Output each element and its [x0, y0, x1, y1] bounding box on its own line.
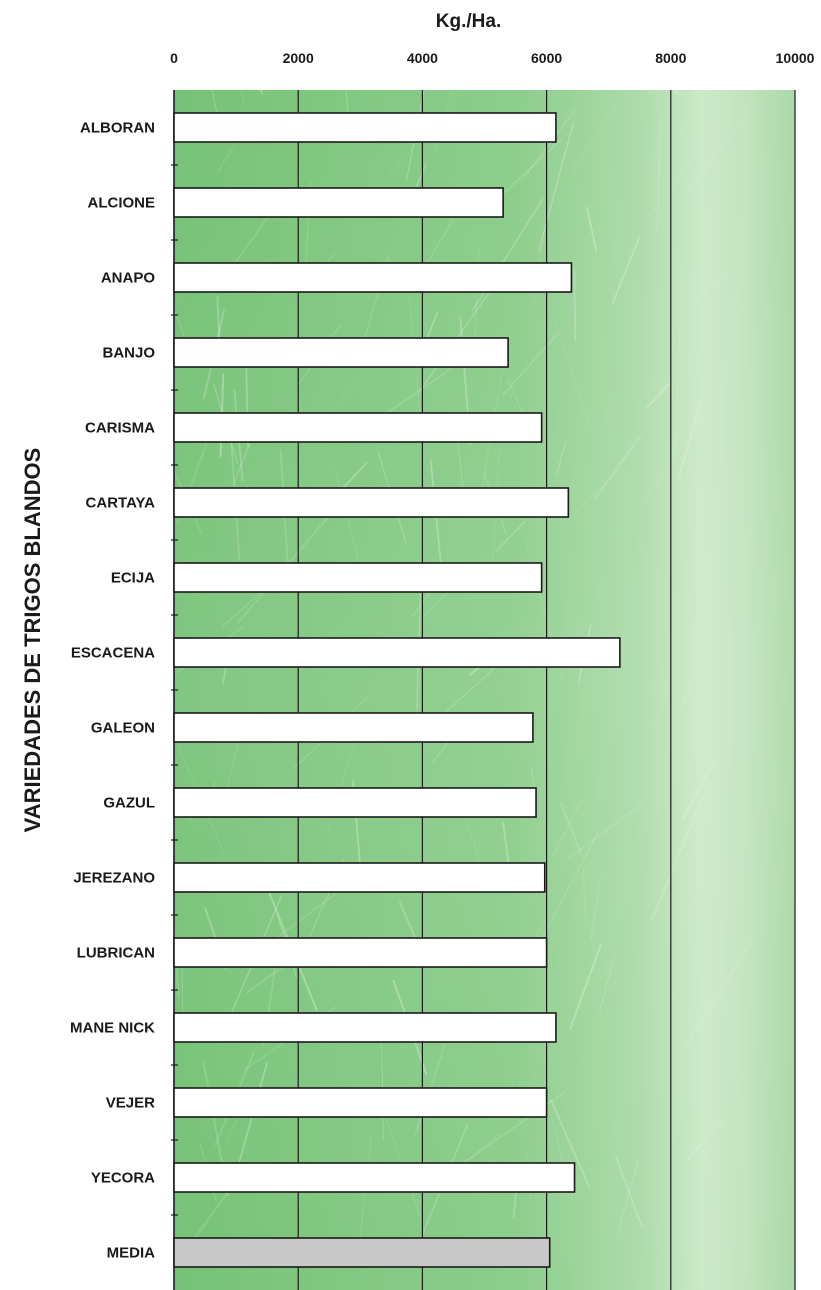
- texture-stroke: [156, 249, 184, 310]
- texture-stroke: [456, 437, 464, 488]
- texture-stroke: [585, 206, 598, 252]
- bar-lubrican: [173, 937, 548, 968]
- category-label: MEDIA: [107, 1245, 156, 1262]
- texture-stroke: [405, 35, 436, 182]
- texture-stroke: [686, 106, 756, 190]
- bar-escacena: [173, 637, 621, 668]
- texture-stroke: [569, 943, 602, 1030]
- bar-banjo: [173, 337, 509, 368]
- texture-stroke: [684, 1118, 724, 1163]
- texture-stroke: [674, 318, 681, 455]
- category-label: LUBRICAN: [77, 945, 155, 962]
- category-label: ESCACENA: [71, 645, 155, 662]
- texture-stroke: [219, 0, 264, 95]
- bar-cartaya: [173, 487, 570, 518]
- texture-stroke: [520, 109, 576, 183]
- texture-stroke: [680, 758, 717, 822]
- chart-title: Kg./Ha.: [436, 11, 501, 32]
- category-label: CARTAYA: [86, 495, 156, 512]
- category-label: ALBORAN: [80, 120, 155, 137]
- bar-alboran: [173, 112, 557, 143]
- texture-stroke: [683, 935, 756, 1050]
- category-label: GAZUL: [103, 795, 155, 812]
- bar-media: [173, 1237, 551, 1268]
- texture-stroke: [679, 675, 696, 709]
- texture-stroke: [560, 802, 582, 854]
- category-label: MANE NICK: [70, 1020, 155, 1037]
- texture-stroke: [538, 121, 575, 251]
- category-label: ANAPO: [101, 270, 156, 287]
- texture-stroke: [572, 104, 617, 171]
- category-label: BANJO: [102, 345, 155, 362]
- texture-stroke: [573, 268, 577, 342]
- texture-stroke: [334, 468, 363, 575]
- texture-stroke: [198, 22, 218, 116]
- texture-stroke: [642, 454, 679, 504]
- texture-stroke: [217, 0, 245, 106]
- texture-stroke: [533, 912, 553, 940]
- bar-yecora: [173, 1162, 576, 1193]
- texture-stroke: [651, 794, 705, 920]
- bar-carisma: [173, 412, 543, 443]
- texture-stroke: [501, 332, 559, 397]
- texture-stroke: [615, 1155, 643, 1229]
- texture-stroke: [232, 443, 251, 485]
- x-tick-label: 0: [170, 50, 178, 66]
- bar-vejer: [173, 1087, 548, 1118]
- x-tick-label: 2000: [283, 50, 314, 66]
- category-label: YECORA: [91, 1170, 155, 1187]
- x-tick-label: 10000: [776, 50, 815, 66]
- texture-stroke: [599, 954, 615, 1012]
- texture-stroke: [555, 440, 567, 475]
- bar-ecija: [173, 562, 543, 593]
- texture-stroke: [502, 139, 562, 195]
- texture-stroke: [648, 153, 698, 217]
- texture-stroke: [582, 866, 587, 923]
- category-label: GALEON: [91, 720, 155, 737]
- category-labels: ALBORAN ALCIONE ANAPO BANJO CARISMA CARTAYA EC…: [70, 120, 155, 1262]
- category-label: ALCIONE: [88, 195, 156, 212]
- texture-stroke: [567, 800, 647, 859]
- category-label: JEREZANO: [73, 870, 155, 887]
- texture-stroke: [532, 832, 599, 958]
- bar-galeon: [173, 712, 534, 743]
- bar-jerezano: [173, 862, 546, 893]
- texture-stroke: [656, 114, 662, 232]
- texture-stroke: [653, 669, 673, 728]
- bar-mane-nick: [173, 1012, 557, 1043]
- category-label: VEJER: [106, 1095, 155, 1112]
- bar-anapo: [173, 262, 573, 293]
- texture-stroke: [646, 382, 671, 409]
- texture-stroke: [677, 399, 702, 481]
- category-label: ECIJA: [111, 570, 155, 587]
- y-axis-label: VARIEDADES DE TRIGOS BLANDOS: [20, 448, 45, 833]
- bars: [173, 112, 621, 1268]
- texture-stroke: [495, 521, 526, 553]
- texture-stroke: [216, 295, 221, 344]
- x-tick-label: 8000: [655, 50, 686, 66]
- texture-stroke: [576, 465, 625, 512]
- texture-stroke: [164, 286, 189, 346]
- texture-stroke: [551, 800, 582, 859]
- x-axis-tick-labels: 0 2000 4000 6000 8000 10000: [170, 50, 815, 66]
- texture-stroke: [590, 876, 602, 941]
- texture-stroke: [554, 320, 590, 426]
- texture-stroke: [617, 1158, 639, 1236]
- texture-stroke: [593, 436, 641, 501]
- x-tick-label: 6000: [531, 50, 562, 66]
- texture-stroke: [550, 1099, 591, 1189]
- plot-area: [156, 0, 796, 1290]
- bar-alcione: [173, 187, 504, 218]
- texture-stroke: [688, 276, 726, 304]
- texture-stroke: [611, 237, 640, 305]
- y-axis-ticks: [171, 164, 178, 1216]
- x-tick-label: 4000: [407, 50, 438, 66]
- category-label: CARISMA: [85, 420, 155, 437]
- texture-stroke: [674, 32, 711, 94]
- bar-gazul: [173, 787, 537, 818]
